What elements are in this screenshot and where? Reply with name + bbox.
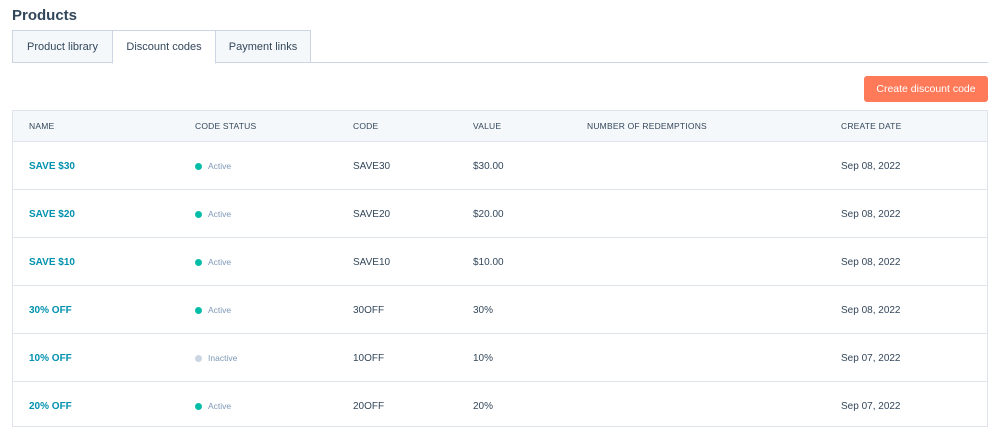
discount-name-link[interactable]: 30% OFF (29, 304, 72, 316)
status-dot-icon (195, 306, 202, 314)
row-date-cell: Sep 07, 2022 (841, 400, 901, 412)
row-date-cell: Sep 08, 2022 (841, 160, 901, 172)
table-row: 10% OFF Inactive 10OFF 10% Sep 07, 2022 (13, 334, 987, 382)
status-dot-icon (195, 258, 202, 266)
row-name-cell: 20% OFF (29, 382, 72, 430)
discount-name-link[interactable]: 10% OFF (29, 352, 72, 364)
column-header-code-status[interactable]: CODE STATUS (195, 121, 257, 131)
row-status-cell: Active (195, 142, 231, 190)
row-code-cell: 10OFF (353, 352, 385, 364)
column-header-code[interactable]: CODE (353, 121, 379, 131)
page-title: Products (12, 7, 78, 24)
discount-name-link[interactable]: SAVE $20 (29, 208, 75, 220)
row-code-cell: 30OFF (353, 304, 385, 316)
row-date-cell: Sep 08, 2022 (841, 304, 901, 316)
row-name-cell: 10% OFF (29, 334, 72, 382)
row-value-cell: $20.00 (473, 208, 504, 220)
column-header-create-date[interactable]: CREATE DATE (841, 121, 902, 131)
row-code-cell: 20OFF (353, 400, 385, 412)
column-header-redemptions[interactable]: NUMBER OF REDEMPTIONS (587, 121, 707, 131)
table-row: SAVE $10 Active SAVE10 $10.00 Sep 08, 2022 (13, 238, 987, 286)
row-value-cell: $10.00 (473, 256, 504, 268)
status-label: Inactive (208, 353, 238, 363)
discount-codes-table: NAME CODE STATUS CODE VALUE NUMBER OF RE… (12, 110, 988, 427)
table-row: SAVE $20 Active SAVE20 $20.00 Sep 08, 2022 (13, 190, 987, 238)
column-header-name[interactable]: NAME (29, 121, 55, 131)
discount-name-link[interactable]: SAVE $10 (29, 256, 75, 268)
tab-bar: Product library Discount codes Payment l… (12, 30, 988, 64)
tab-payment-links[interactable]: Payment links (215, 30, 311, 63)
discount-name-link[interactable]: SAVE $30 (29, 160, 75, 172)
row-value-cell: $30.00 (473, 160, 504, 172)
row-code-cell: SAVE30 (353, 160, 391, 172)
tab-product-library[interactable]: Product library (12, 30, 113, 63)
row-status-cell: Inactive (195, 334, 237, 382)
row-code-cell: SAVE10 (353, 256, 391, 268)
row-name-cell: 30% OFF (29, 286, 72, 334)
row-status-cell: Active (195, 286, 231, 334)
status-label: Active (208, 401, 232, 411)
row-date-cell: Sep 07, 2022 (841, 352, 901, 364)
status-label: Active (208, 209, 232, 219)
tab-discount-codes[interactable]: Discount codes (112, 30, 216, 64)
status-label: Active (208, 257, 232, 267)
table-row: 30% OFF Active 30OFF 30% Sep 08, 2022 (13, 286, 987, 334)
status-dot-icon (195, 162, 202, 170)
status-label: Active (208, 305, 232, 315)
row-date-cell: Sep 08, 2022 (841, 256, 901, 268)
table-row: 20% OFF Active 20OFF 20% Sep 07, 2022 (13, 382, 987, 430)
create-discount-code-button[interactable]: Create discount code (864, 76, 988, 102)
discount-name-link[interactable]: 20% OFF (29, 400, 72, 412)
row-name-cell: SAVE $10 (29, 238, 75, 286)
row-name-cell: SAVE $20 (29, 190, 75, 238)
status-label: Active (208, 161, 232, 171)
row-status-cell: Active (195, 382, 231, 430)
row-name-cell: SAVE $30 (29, 142, 75, 190)
status-dot-icon (195, 210, 202, 218)
row-status-cell: Active (195, 190, 231, 238)
status-dot-icon (195, 354, 202, 362)
row-code-cell: SAVE20 (353, 208, 391, 220)
row-date-cell: Sep 08, 2022 (841, 208, 901, 220)
row-value-cell: 20% (473, 400, 494, 412)
table-header: NAME CODE STATUS CODE VALUE NUMBER OF RE… (13, 111, 987, 142)
row-value-cell: 10% (473, 352, 494, 364)
table-row: SAVE $30 Active SAVE30 $30.00 Sep 08, 2022 (13, 142, 987, 190)
column-header-value[interactable]: VALUE (473, 121, 502, 131)
row-status-cell: Active (195, 238, 231, 286)
status-dot-icon (195, 402, 202, 410)
row-value-cell: 30% (473, 304, 494, 316)
